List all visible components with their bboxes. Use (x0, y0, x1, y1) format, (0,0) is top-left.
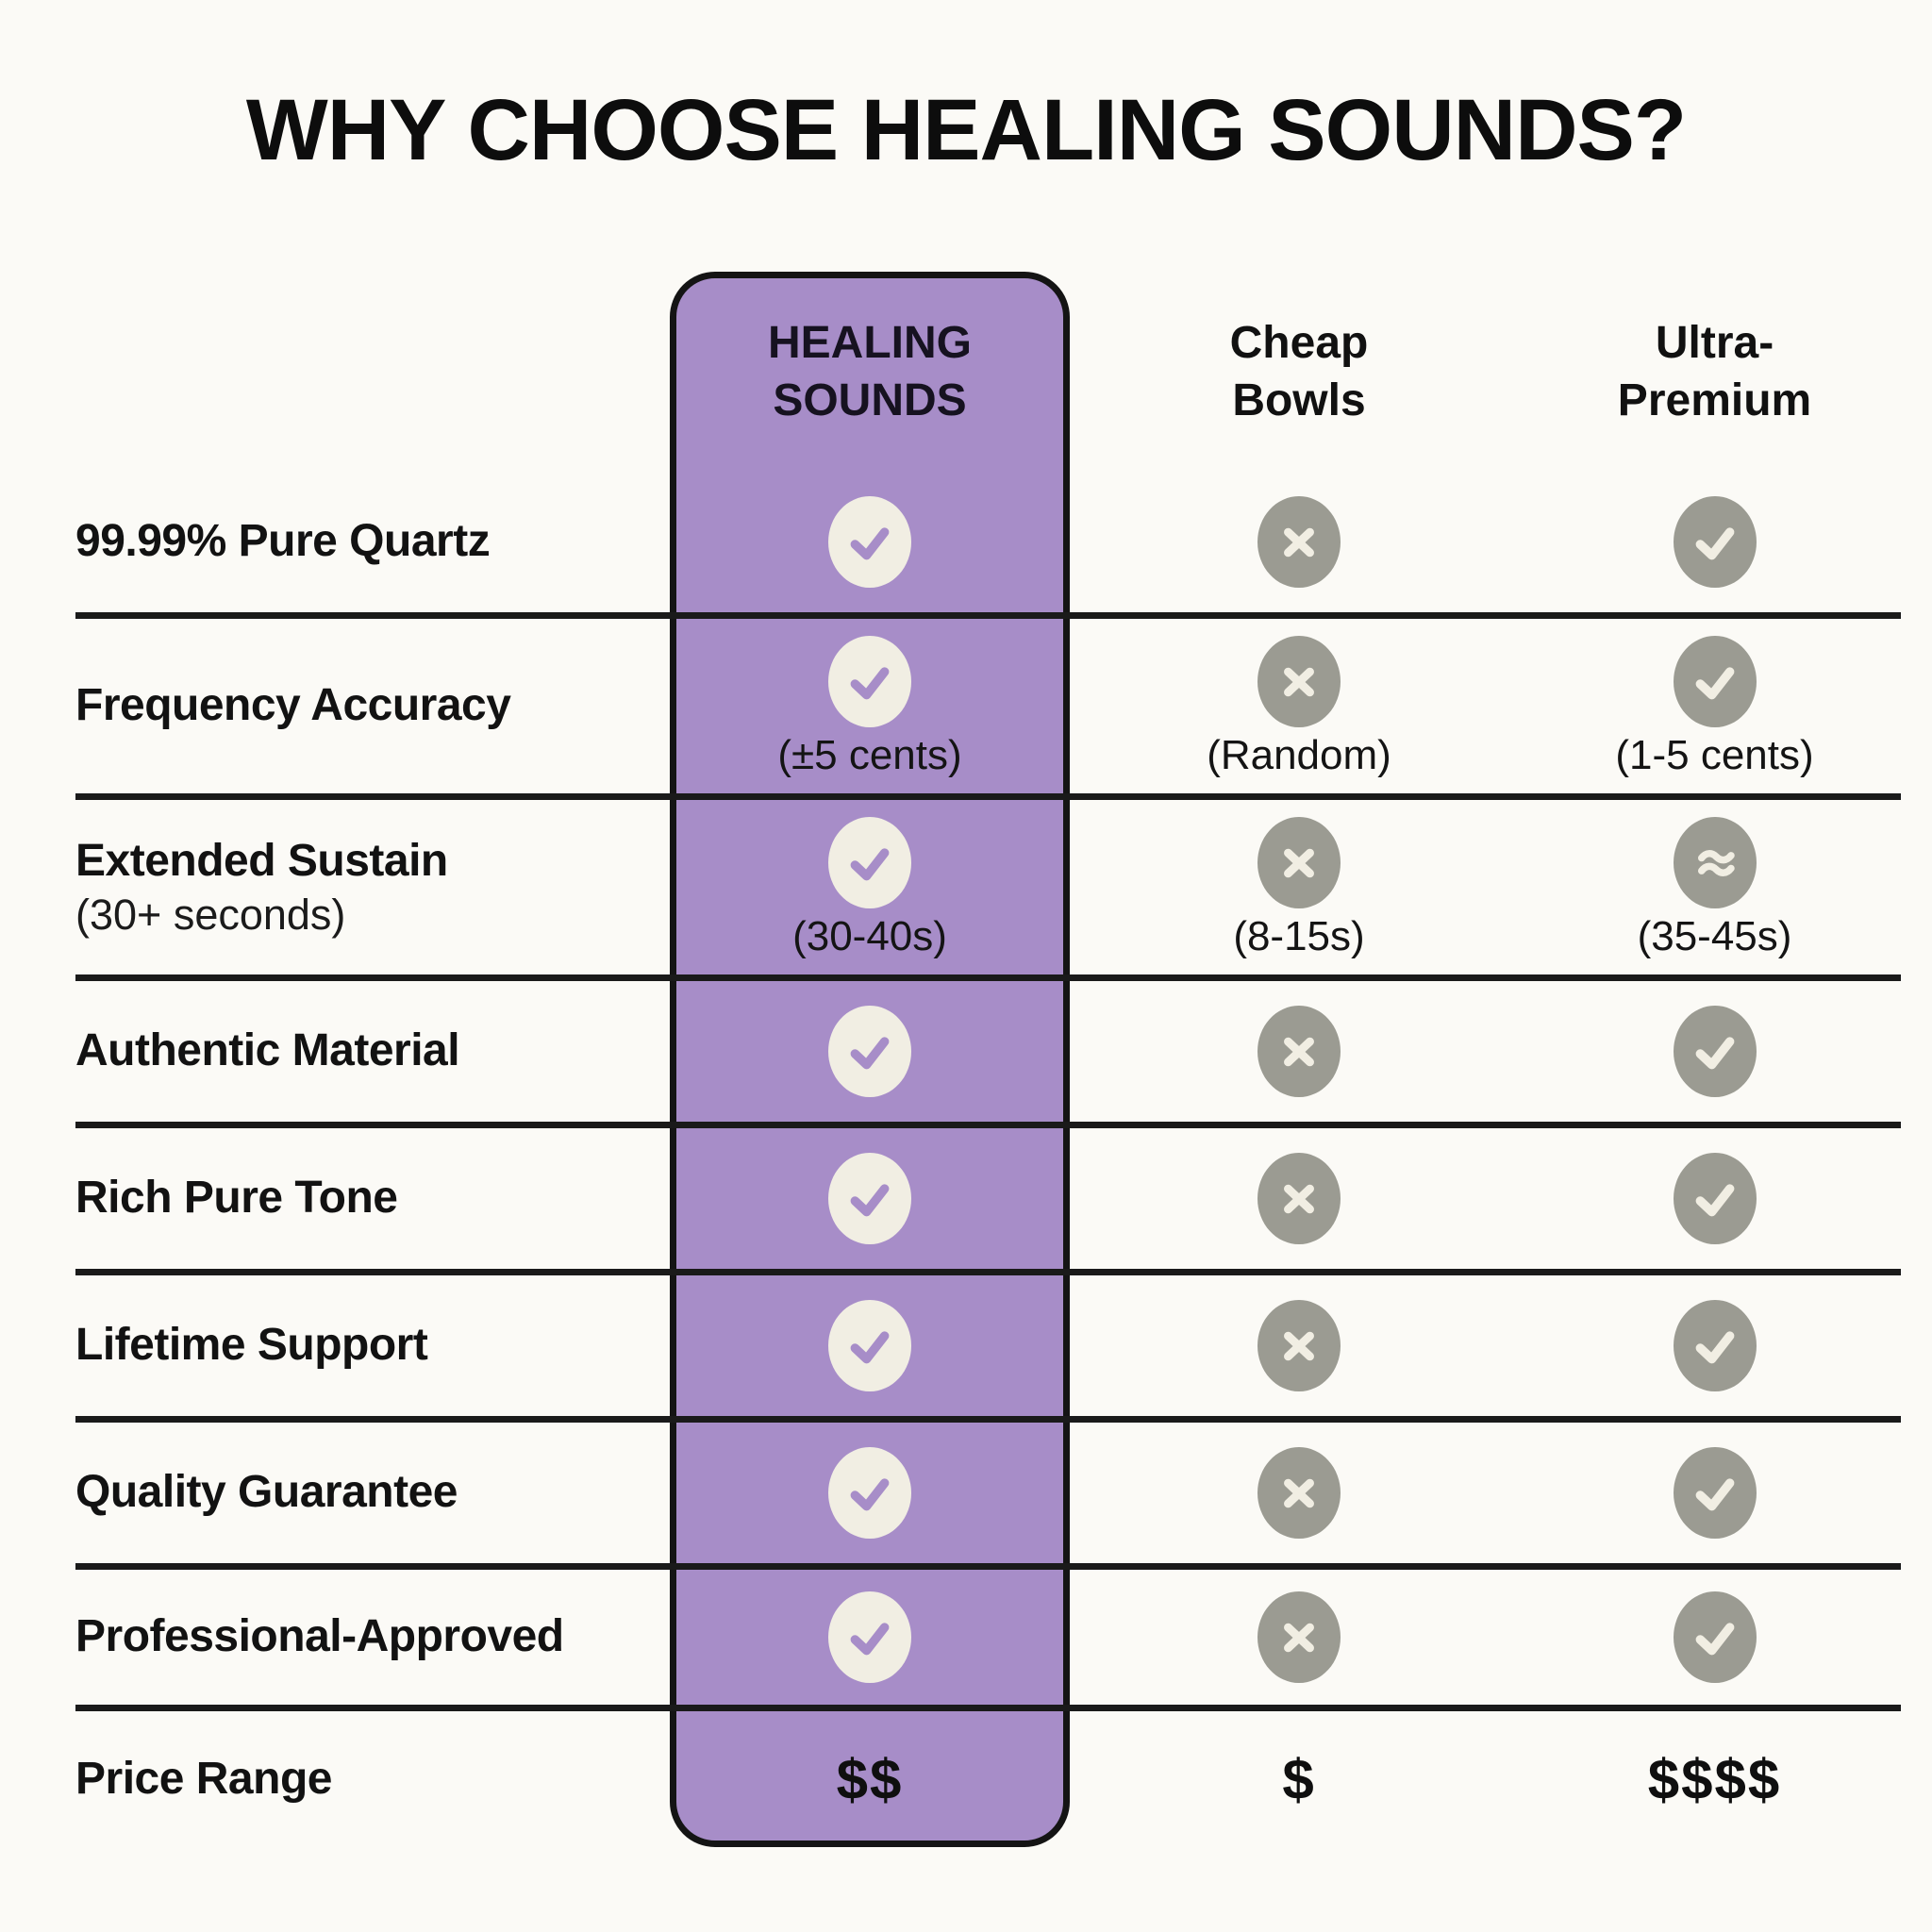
check-icon (1673, 1447, 1757, 1539)
cell-note: (1-5 cents) (1615, 732, 1814, 778)
cell-cheap (1070, 1423, 1528, 1563)
check-icon (828, 1591, 911, 1683)
table-row: 99.99% Pure Quartz (75, 472, 1901, 619)
approx-icon (1673, 817, 1757, 908)
cross-icon (1257, 1006, 1341, 1097)
cell-note: (8-15s) (1233, 913, 1365, 959)
cross-icon (1257, 496, 1341, 588)
row-label: Lifetime Support (75, 1320, 428, 1371)
cell-cheap (1070, 1570, 1528, 1705)
cell-ultra (1528, 1275, 1901, 1416)
cell-cheap (1070, 1275, 1528, 1416)
check-icon (1673, 496, 1757, 588)
header-spacer (75, 272, 670, 472)
table-header-row: HEALING SOUNDS Cheap Bowls Ultra-Premium (75, 272, 1901, 472)
cell-healing (670, 1423, 1070, 1563)
row-label: Price Range (75, 1753, 332, 1804)
row-label: Extended Sustain (75, 835, 448, 886)
row-label: Authentic Material (75, 1025, 460, 1076)
row-label: 99.99% Pure Quartz (75, 516, 491, 567)
cell-ultra (1528, 472, 1901, 612)
check-icon (828, 636, 911, 727)
row-label: Professional-Approved (75, 1611, 564, 1662)
price-value: $$ (836, 1747, 904, 1811)
cell-ultra: $$$$ (1528, 1711, 1901, 1847)
cell-cheap: (8-15s) (1070, 800, 1528, 974)
table-row: Rich Pure Tone (75, 1128, 1901, 1275)
check-icon (1673, 636, 1757, 727)
cross-icon (1257, 1153, 1341, 1244)
check-icon (828, 1153, 911, 1244)
check-icon (1673, 1300, 1757, 1391)
cell-ultra (1528, 981, 1901, 1122)
row-label: Quality Guarantee (75, 1467, 458, 1518)
cell-ultra: (35-45s) (1528, 800, 1901, 974)
price-value: $ (1282, 1747, 1316, 1811)
row-label: Frequency Accuracy (75, 680, 511, 731)
column-header-cheap-bowls: Cheap Bowls (1229, 317, 1369, 425)
cell-note: (30-40s) (792, 913, 947, 959)
check-icon (1673, 1591, 1757, 1683)
cell-ultra: (1-5 cents) (1528, 619, 1901, 793)
row-label-cell: Authentic Material (75, 981, 670, 1122)
column-header-healing-sounds: HEALING SOUNDS (768, 317, 972, 425)
row-label-cell: Price Range (75, 1711, 670, 1847)
comparison-rows: HEALING SOUNDS Cheap Bowls Ultra-Premium… (75, 272, 1901, 1847)
cell-ultra (1528, 1128, 1901, 1269)
check-icon (828, 1300, 911, 1391)
table-row: Authentic Material (75, 981, 1901, 1128)
cross-icon (1257, 1300, 1341, 1391)
table-row: Professional-Approved (75, 1570, 1901, 1711)
row-label-cell: Lifetime Support (75, 1275, 670, 1416)
check-icon (828, 1006, 911, 1097)
cell-healing (670, 981, 1070, 1122)
table-row: Price Range $$ $ $$$$ (75, 1711, 1901, 1847)
cross-icon (1257, 1591, 1341, 1683)
row-label-cell: Extended Sustain (30+ seconds) (75, 800, 670, 974)
row-label-cell: Frequency Accuracy (75, 619, 670, 793)
table-row: Lifetime Support (75, 1275, 1901, 1423)
cell-note: (±5 cents) (777, 732, 962, 778)
cross-icon (1257, 1447, 1341, 1539)
cell-ultra (1528, 1423, 1901, 1563)
check-icon (828, 496, 911, 588)
check-icon (1673, 1006, 1757, 1097)
cell-note: (35-45s) (1637, 913, 1792, 959)
cross-icon (1257, 817, 1341, 908)
cell-ultra (1528, 1570, 1901, 1705)
cell-healing: (±5 cents) (670, 619, 1070, 793)
page-title: WHY CHOOSE HEALING SOUNDS? (245, 82, 1687, 178)
cell-healing: $$ (670, 1711, 1070, 1847)
cell-healing: (30-40s) (670, 800, 1070, 974)
cell-cheap: (Random) (1070, 619, 1528, 793)
cell-cheap (1070, 1128, 1528, 1269)
cell-cheap (1070, 472, 1528, 612)
row-label: Rich Pure Tone (75, 1173, 398, 1224)
row-label-cell: Rich Pure Tone (75, 1128, 670, 1269)
check-icon (828, 1447, 911, 1539)
row-label-cell: Professional-Approved (75, 1570, 670, 1705)
cell-note: (Random) (1207, 732, 1391, 778)
row-sublabel: (30+ seconds) (75, 891, 346, 940)
cell-healing (670, 1275, 1070, 1416)
table-row: Frequency Accuracy (±5 cents) (Random) (1-5… (75, 619, 1901, 800)
cell-healing (670, 1570, 1070, 1705)
cell-healing (670, 1128, 1070, 1269)
cell-cheap: $ (1070, 1711, 1528, 1847)
column-header-ultra-premium: Ultra-Premium (1617, 317, 1812, 425)
check-icon (828, 817, 911, 908)
price-value: $$$$ (1647, 1747, 1782, 1811)
check-icon (1673, 1153, 1757, 1244)
table-row: Quality Guarantee (75, 1423, 1901, 1570)
row-label-cell: Quality Guarantee (75, 1423, 670, 1563)
cell-healing (670, 472, 1070, 612)
cross-icon (1257, 636, 1341, 727)
cell-cheap (1070, 981, 1528, 1122)
table-row: Extended Sustain (30+ seconds) (30-40s) (8-… (75, 800, 1901, 981)
comparison-table: HEALING SOUNDS Cheap Bowls Ultra-Premium… (75, 272, 1901, 1847)
row-label-cell: 99.99% Pure Quartz (75, 472, 670, 612)
